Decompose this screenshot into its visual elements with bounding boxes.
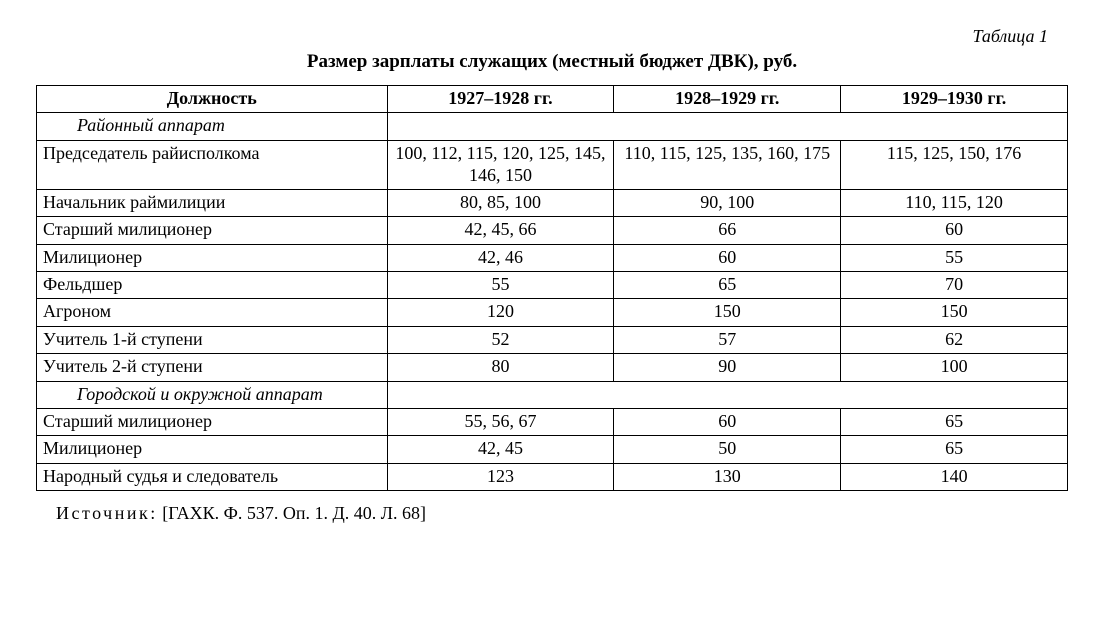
source-line: Источник: [ГАХК. Ф. 537. Оп. 1. Д. 40. Л… (36, 503, 1068, 524)
cell-position: Милиционер (37, 244, 388, 271)
cell-value: 80 (387, 354, 614, 381)
cell-value: 60 (614, 244, 841, 271)
table-row: Старший милиционер42, 45, 666660 (37, 217, 1068, 244)
col-header-position: Должность (37, 86, 388, 113)
cell-position: Учитель 1-й ступени (37, 326, 388, 353)
section-title: Районный аппарат (37, 113, 388, 140)
table-section-row: Городской и окружной аппарат (37, 381, 1068, 408)
cell-value: 120 (387, 299, 614, 326)
table-row: Милиционер42, 466055 (37, 244, 1068, 271)
col-header-1929-1930: 1929–1930 гг. (841, 86, 1068, 113)
cell-value: 100, 112, 115, 120, 125, 145, 146, 150 (387, 140, 614, 189)
table-row: Учитель 1-й ступени525762 (37, 326, 1068, 353)
cell-value: 55, 56, 67 (387, 408, 614, 435)
col-header-1927-1928: 1927–1928 гг. (387, 86, 614, 113)
cell-value: 100 (841, 354, 1068, 381)
cell-value: 55 (841, 244, 1068, 271)
cell-value: 60 (614, 408, 841, 435)
cell-value: 140 (841, 463, 1068, 490)
cell-position: Учитель 2-й ступени (37, 354, 388, 381)
cell-value: 66 (614, 217, 841, 244)
cell-value: 62 (841, 326, 1068, 353)
table-number-label: Таблица 1 (36, 26, 1068, 47)
cell-value: 65 (841, 436, 1068, 463)
section-empty-span (387, 113, 1067, 140)
cell-position: Агроном (37, 299, 388, 326)
cell-value: 52 (387, 326, 614, 353)
table-row: Учитель 2-й ступени8090100 (37, 354, 1068, 381)
cell-value: 115, 125, 150, 176 (841, 140, 1068, 189)
section-empty-span (387, 381, 1067, 408)
cell-position: Фельдшер (37, 271, 388, 298)
table-row: Милиционер42, 455065 (37, 436, 1068, 463)
table-row: Председатель райисполкома100, 112, 115, … (37, 140, 1068, 189)
table-row: Народный судья и следователь123130140 (37, 463, 1068, 490)
cell-position: Милиционер (37, 436, 388, 463)
cell-position: Начальник раймилиции (37, 189, 388, 216)
col-header-1928-1929: 1928–1929 гг. (614, 86, 841, 113)
cell-value: 90 (614, 354, 841, 381)
cell-value: 60 (841, 217, 1068, 244)
table-row: Фельдшер556570 (37, 271, 1068, 298)
table-caption: Размер зарплаты служащих (местный бюджет… (36, 51, 1068, 73)
cell-value: 55 (387, 271, 614, 298)
cell-value: 42, 45 (387, 436, 614, 463)
table-row: Начальник раймилиции80, 85, 10090, 10011… (37, 189, 1068, 216)
cell-value: 50 (614, 436, 841, 463)
cell-value: 90, 100 (614, 189, 841, 216)
table-row: Агроном120150150 (37, 299, 1068, 326)
cell-value: 110, 115, 125, 135, 160, 175 (614, 140, 841, 189)
table-row: Старший милиционер55, 56, 676065 (37, 408, 1068, 435)
section-title: Городской и окружной аппарат (37, 381, 388, 408)
source-label: Источник: (56, 503, 158, 523)
salary-table: Должность 1927–1928 гг. 1928–1929 гг. 19… (36, 85, 1068, 491)
cell-position: Старший милиционер (37, 217, 388, 244)
table-header-row: Должность 1927–1928 гг. 1928–1929 гг. 19… (37, 86, 1068, 113)
cell-value: 123 (387, 463, 614, 490)
cell-value: 150 (614, 299, 841, 326)
cell-position: Председатель райисполкома (37, 140, 388, 189)
cell-value: 42, 45, 66 (387, 217, 614, 244)
table-section-row: Районный аппарат (37, 113, 1068, 140)
cell-position: Старший милиционер (37, 408, 388, 435)
cell-value: 130 (614, 463, 841, 490)
cell-position: Народный судья и следователь (37, 463, 388, 490)
source-value: [ГАХК. Ф. 537. Оп. 1. Д. 40. Л. 68] (158, 503, 426, 523)
cell-value: 150 (841, 299, 1068, 326)
cell-value: 70 (841, 271, 1068, 298)
cell-value: 42, 46 (387, 244, 614, 271)
cell-value: 65 (614, 271, 841, 298)
cell-value: 110, 115, 120 (841, 189, 1068, 216)
cell-value: 65 (841, 408, 1068, 435)
cell-value: 57 (614, 326, 841, 353)
cell-value: 80, 85, 100 (387, 189, 614, 216)
